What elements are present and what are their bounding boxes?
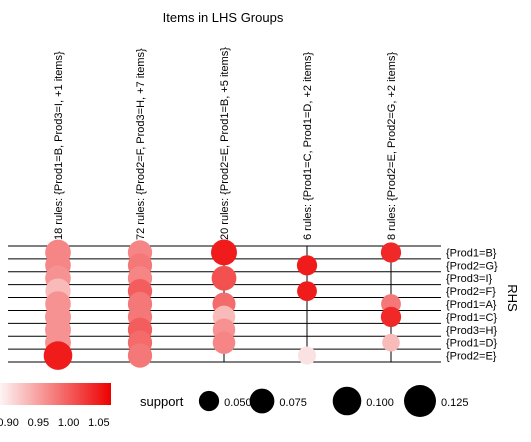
rhs-label: {Prod1=C}: [446, 312, 497, 324]
rhs-label: {Prod1=A}: [446, 299, 497, 311]
rule-bubble: [380, 306, 402, 328]
rule-bubble: [43, 341, 73, 370]
rule-bubble: [211, 265, 237, 291]
color-legend-tick: 0.90: [0, 417, 19, 429]
rule-bubble: [382, 333, 400, 352]
size-legend-label: 0.100: [366, 397, 394, 409]
rule-bubble: [127, 343, 153, 368]
rhs-label: {Prod2=F}: [446, 286, 496, 298]
rhs-label: {Prod2=E}: [446, 351, 497, 363]
size-legend-label: 0.050: [224, 397, 252, 409]
rhs-label: {Prod1=D}: [446, 338, 497, 350]
group-label: 20 rules: {Prod2=E, Prod1=B, +5 items}: [219, 47, 231, 240]
rhs-label: {Prod1=B}: [446, 247, 497, 259]
legend: 0.90 0.95 1.00 1.05 support 0.050 0.075 0.100…: [0, 383, 469, 429]
group-label: 18 rules: {Prod1=B, Prod3=I, +1 items}: [53, 51, 65, 240]
rule-bubble: [380, 242, 402, 263]
size-legend-dot: [332, 386, 362, 416]
size-legend-dot: [249, 388, 275, 414]
color-legend-tick: 0.95: [28, 417, 49, 429]
rule-bubble: [211, 239, 237, 266]
size-legend-items: 0.050 0.075 0.100 0.125: [198, 385, 469, 417]
plot-area: [8, 239, 441, 370]
rule-bubble: [296, 255, 318, 276]
group-label: 8 rules: {Prod2=E, Prod2=G, +2 items}: [386, 52, 398, 240]
size-legend-dot: [198, 390, 220, 412]
color-legend-bar: [0, 383, 111, 405]
color-legend-ticks: 0.90 0.95 1.00 1.05: [0, 417, 110, 429]
size-legend-dot: [404, 385, 436, 417]
size-legend-label: 0.075: [279, 397, 307, 409]
chart-title: Items in LHS Groups: [163, 10, 284, 25]
rule-bubble: [297, 346, 317, 365]
color-legend-tick: 1.05: [88, 417, 109, 429]
size-legend-title: support: [140, 394, 184, 409]
size-legend-label: 0.125: [441, 397, 469, 409]
rhs-labels: {Prod1=B}{Prod2=G}{Prod3=I}{Prod2=F}{Pro…: [446, 247, 498, 362]
rule-bubble: [297, 281, 317, 302]
color-legend-tick: 1.00: [58, 417, 79, 429]
y-axis-title: RHS: [505, 284, 520, 312]
group-label: 72 rules: {Prod2=F, Prod3=H, +7 items}: [135, 48, 147, 240]
rhs-label: {Prod3=I}: [446, 273, 493, 285]
rhs-label: {Prod2=G}: [446, 260, 498, 272]
group-label: 6 rules: {Prod1=C, Prod1=D, +2 items}: [302, 52, 314, 240]
rule-bubble: [212, 331, 236, 354]
group-labels: 18 rules: {Prod1=B, Prod3=I, +1 items} 72…: [53, 47, 398, 240]
rhs-label: {Prod3=H}: [446, 325, 497, 337]
